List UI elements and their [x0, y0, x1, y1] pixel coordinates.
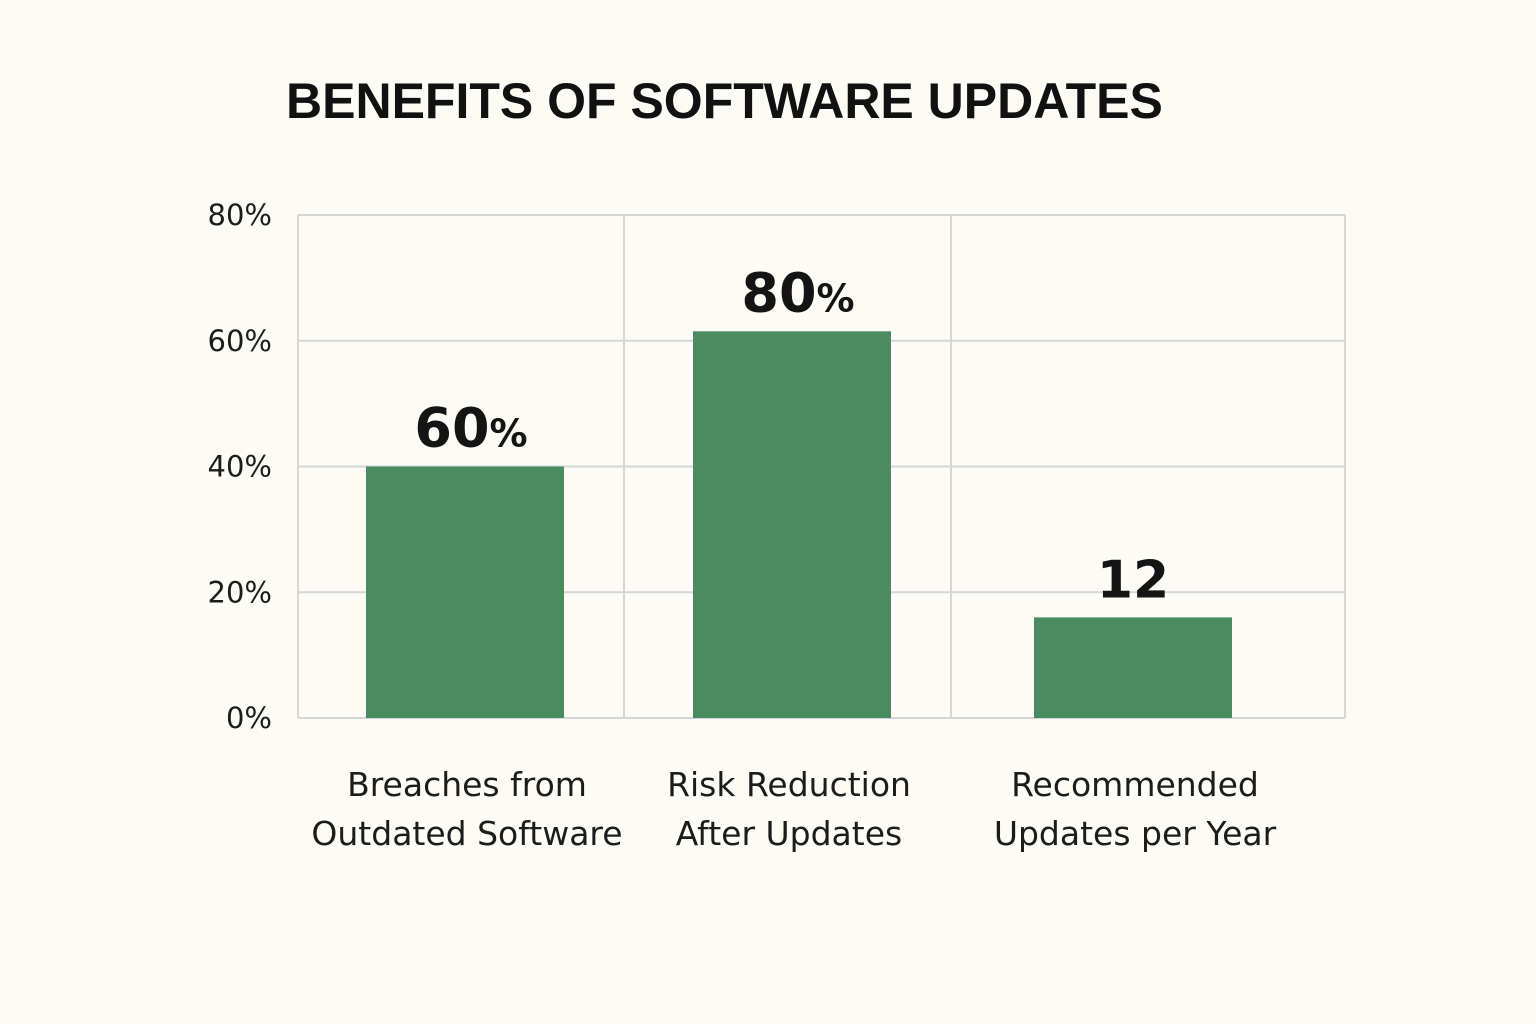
data-label: 12	[1097, 550, 1169, 610]
bar	[693, 331, 891, 718]
data-label: 80%	[741, 261, 854, 324]
y-tick-label: 40%	[208, 450, 272, 484]
x-category-label: Risk Reduction	[667, 765, 911, 804]
x-category-label: Updates per Year	[994, 814, 1277, 853]
y-axis-ticks: 0% 20% 40% 60% 80%	[208, 198, 272, 735]
bar	[1034, 617, 1232, 718]
bar	[366, 466, 564, 718]
x-category-label: Outdated Software	[311, 814, 622, 853]
y-tick-label: 20%	[208, 575, 272, 609]
y-tick-label: 60%	[208, 324, 272, 358]
chart-title: BENEFITS OF SOFTWARE UPDATES	[286, 73, 1163, 129]
x-category-label: After Updates	[676, 814, 902, 853]
bars	[366, 331, 1232, 718]
y-tick-label: 80%	[208, 198, 272, 232]
y-tick-label: 0%	[226, 701, 272, 735]
data-label: 60%	[414, 397, 527, 460]
x-category-label: Recommended	[1011, 765, 1259, 804]
data-labels: 60% 80% 12	[414, 261, 1169, 610]
x-category-label: Breaches from	[347, 765, 587, 804]
x-axis-categories: Breaches from Outdated Software Risk Reduc…	[311, 765, 1276, 853]
